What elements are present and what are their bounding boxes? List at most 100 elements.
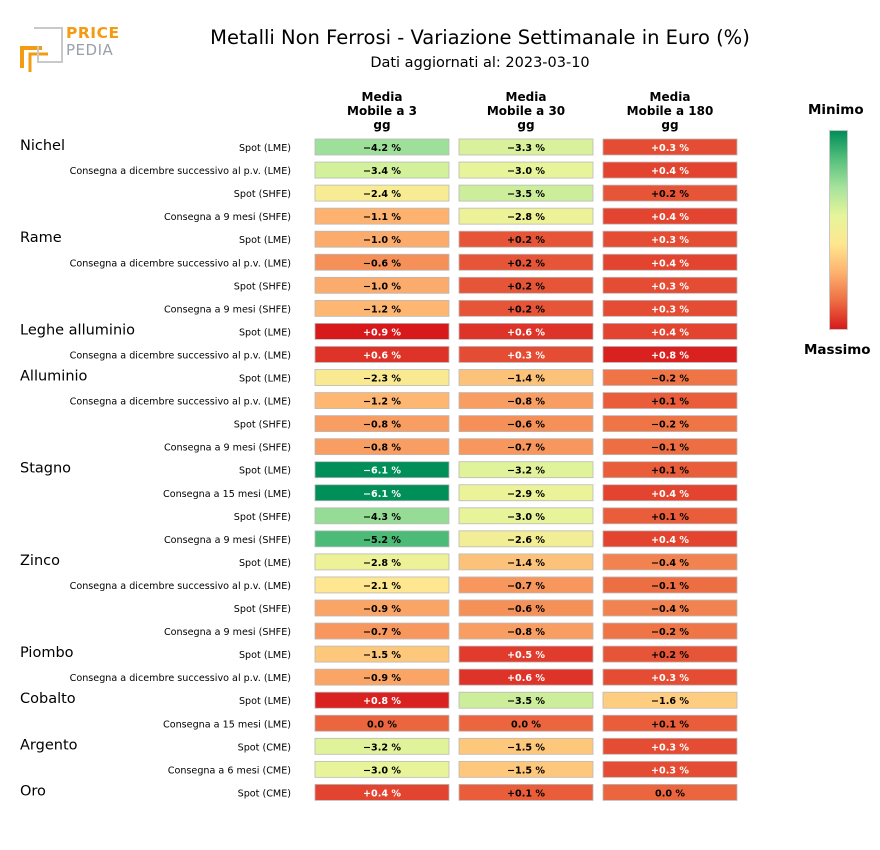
group-label: Stagno — [20, 461, 71, 477]
cell-value-label: −1.5 % — [507, 765, 545, 776]
heatmap-cell — [458, 184, 594, 202]
heatmap-cell — [314, 161, 450, 179]
cell-value-label: −0.6 % — [507, 420, 545, 431]
cell-value-label: +0.1 % — [651, 719, 689, 730]
cell-value-label: +0.1 % — [651, 512, 689, 523]
cell-value-label: +0.2 % — [507, 304, 545, 315]
row-label: Spot (SHFE) — [234, 189, 291, 200]
cell-value-label: 0.0 % — [367, 719, 397, 730]
heatmap-cell — [602, 161, 738, 179]
legend-max-label: Massimo — [804, 342, 871, 358]
logo-word-pedia: PEDIA — [66, 41, 114, 59]
cell-value-label: +0.8 % — [651, 350, 689, 361]
heatmap-cell — [602, 322, 738, 340]
cell-value-label: +0.3 % — [651, 281, 689, 292]
heatmap-cell — [314, 668, 450, 686]
cell-value-label: −0.6 % — [507, 604, 545, 615]
cell-value-label: 0.0 % — [655, 788, 685, 799]
row-label: Consegna a 9 mesi (SHFE) — [164, 535, 291, 546]
heatmap-cell — [458, 299, 594, 317]
cell-value-label: −3.2 % — [507, 466, 545, 477]
cell-value-label: −0.2 % — [651, 627, 689, 638]
heatmap-cell — [602, 622, 738, 640]
cell-value-label: +0.2 % — [651, 650, 689, 661]
cell-value-label: −3.4 % — [363, 166, 401, 177]
heatmap-cell — [602, 530, 738, 548]
heatmap-cell — [458, 645, 594, 663]
heatmap-cell — [458, 760, 594, 778]
cell-value-label: −0.8 % — [507, 627, 545, 638]
cell-value-label: −3.0 % — [507, 512, 545, 523]
cell-value-label: −2.8 % — [507, 212, 545, 223]
row-label: Spot (LME) — [239, 143, 291, 154]
cell-value-label: +0.8 % — [363, 696, 401, 707]
heatmap-cell — [314, 576, 450, 594]
group-label: Cobalto — [20, 691, 76, 707]
cell-value-label: +0.4 % — [363, 788, 401, 799]
heatmap-cell — [314, 276, 450, 294]
cell-value-label: −2.4 % — [363, 189, 401, 200]
column-header-ma180: Media Mobile a 180 gg — [602, 90, 738, 132]
cell-value-label: −2.9 % — [507, 489, 545, 500]
cell-value-label: −1.1 % — [363, 212, 401, 223]
heatmap-cell — [314, 369, 450, 386]
cell-value-label: +0.4 % — [651, 327, 689, 338]
heatmap-cell — [602, 737, 738, 755]
cell-value-label: +0.6 % — [363, 350, 401, 361]
cell-value-label: +0.1 % — [507, 788, 545, 799]
column-header-line: Media — [649, 90, 691, 104]
row-label: Consegna a dicembre successivo al p.v. (… — [70, 581, 291, 592]
heatmap-cell — [458, 784, 594, 801]
heatmap-cell — [602, 438, 738, 456]
cell-value-label: +0.2 % — [507, 281, 545, 292]
cell-value-label: 0.0 % — [511, 719, 541, 730]
heatmap-cell — [314, 760, 450, 778]
group-label: Nichel — [20, 138, 65, 154]
heatmap-cell — [314, 322, 450, 340]
row-label: Consegna a dicembre successivo al p.v. (… — [70, 166, 291, 177]
cell-value-label: −0.8 % — [363, 420, 401, 431]
cell-value-label: −1.2 % — [363, 397, 401, 408]
cell-value-label: +0.3 % — [651, 742, 689, 753]
legend-color-bar — [829, 130, 848, 330]
row-label: Consegna a 9 mesi (SHFE) — [164, 212, 291, 223]
cell-value-label: −2.6 % — [507, 535, 545, 546]
heatmap-cell — [602, 668, 738, 686]
heatmap-cell — [314, 253, 450, 271]
heatmap-cell — [602, 784, 738, 801]
column-header-line: Mobile a 180 — [626, 104, 714, 118]
heatmap-cell — [314, 461, 450, 479]
heatmap-cell — [602, 484, 738, 502]
chart-subtitle: Dati aggiornati al: 2023-03-10 — [370, 55, 590, 71]
cell-value-label: −6.1 % — [363, 466, 401, 477]
cell-value-label: +0.5 % — [507, 650, 545, 661]
row-label: Consegna a 15 mesi (LME) — [163, 489, 291, 500]
row-label: Spot (CME) — [238, 788, 291, 799]
row-label: Consegna a 6 mesi (CME) — [168, 765, 291, 776]
cell-value-label: +0.6 % — [507, 673, 545, 684]
heatmap-cell — [458, 507, 594, 525]
cell-value-label: −3.0 % — [363, 765, 401, 776]
cell-value-label: −6.1 % — [363, 489, 401, 500]
cell-value-label: −0.2 % — [651, 420, 689, 431]
cell-value-label: −1.5 % — [363, 650, 401, 661]
heatmap-cell — [458, 276, 594, 294]
heatmap-cell — [458, 392, 594, 409]
heatmap-cell — [314, 184, 450, 202]
cell-value-label: −2.8 % — [363, 558, 401, 569]
cell-value-label: −1.0 % — [363, 235, 401, 246]
heatmap-cell — [602, 207, 738, 225]
column-header-line: Media — [361, 90, 403, 104]
row-label: Consegna a dicembre successivo al p.v. (… — [70, 397, 291, 408]
heatmap-cell — [314, 784, 450, 801]
cell-value-label: −0.6 % — [363, 258, 401, 269]
column-header-ma3: Media Mobile a 3 gg — [314, 90, 450, 132]
heatmap-cell — [314, 737, 450, 755]
heatmap-cell — [314, 622, 450, 640]
row-label: Spot (LME) — [239, 558, 291, 569]
cell-value-label: −3.5 % — [507, 189, 545, 200]
cell-value-label: −0.7 % — [507, 443, 545, 454]
cell-value-label: −0.8 % — [363, 443, 401, 454]
legend-min-label: Minimo — [808, 102, 864, 118]
cell-value-label: +0.3 % — [651, 143, 689, 154]
